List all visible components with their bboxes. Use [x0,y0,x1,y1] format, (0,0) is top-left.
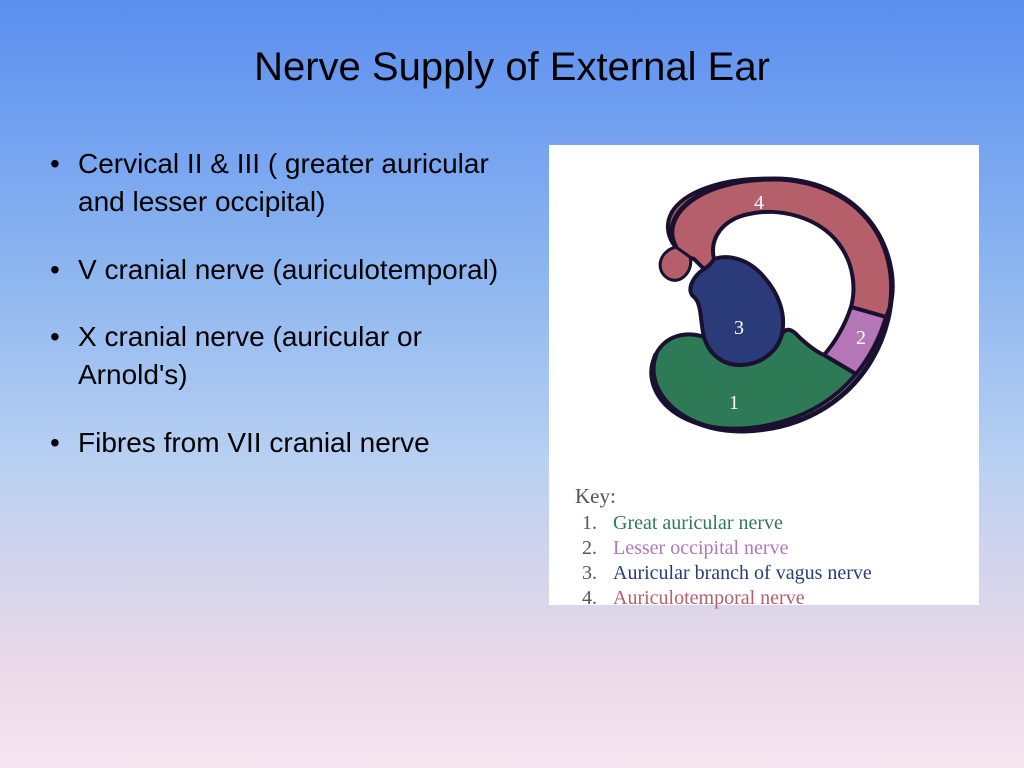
key-text: Auricular branch of vagus nerve [613,561,872,586]
key-text: Great auricular nerve [613,511,783,536]
key-num: 3. [575,561,597,586]
key-text: Lesser occipital nerve [613,536,788,561]
region-label-2: 2 [856,327,866,349]
region-label-4: 4 [754,192,764,214]
bullet-item: V cranial nerve (auriculotemporal) [74,251,519,289]
ear-diagram-panel: 1 2 3 4 Key: 1. Great auricular nerve 2.… [549,145,979,605]
key-text: Auriculotemporal nerve [613,586,805,611]
key-title: Key: [575,484,965,509]
bullet-item: X cranial nerve (auricular or Arnold's) [74,318,519,394]
diagram-key: Key: 1. Great auricular nerve 2. Lesser … [563,484,965,611]
key-item: 4. Auriculotemporal nerve [575,586,965,611]
slide-title: Nerve Supply of External Ear [0,0,1024,90]
key-num: 4. [575,586,597,611]
bullet-item: Cervical II & III ( greater auricular an… [74,145,519,221]
key-num: 1. [575,511,597,536]
bullet-list: Cervical II & III ( greater auricular an… [50,145,519,605]
key-item: 3. Auricular branch of vagus nerve [575,561,965,586]
key-item: 1. Great auricular nerve [575,511,965,536]
region-label-1: 1 [729,392,739,414]
key-num: 2. [575,536,597,561]
content-row: Cervical II & III ( greater auricular an… [0,90,1024,605]
bullet-item: Fibres from VII cranial nerve [74,424,519,462]
region-label-3: 3 [734,317,744,339]
ear-diagram-svg: 1 2 3 4 [563,159,965,479]
key-item: 2. Lesser occipital nerve [575,536,965,561]
